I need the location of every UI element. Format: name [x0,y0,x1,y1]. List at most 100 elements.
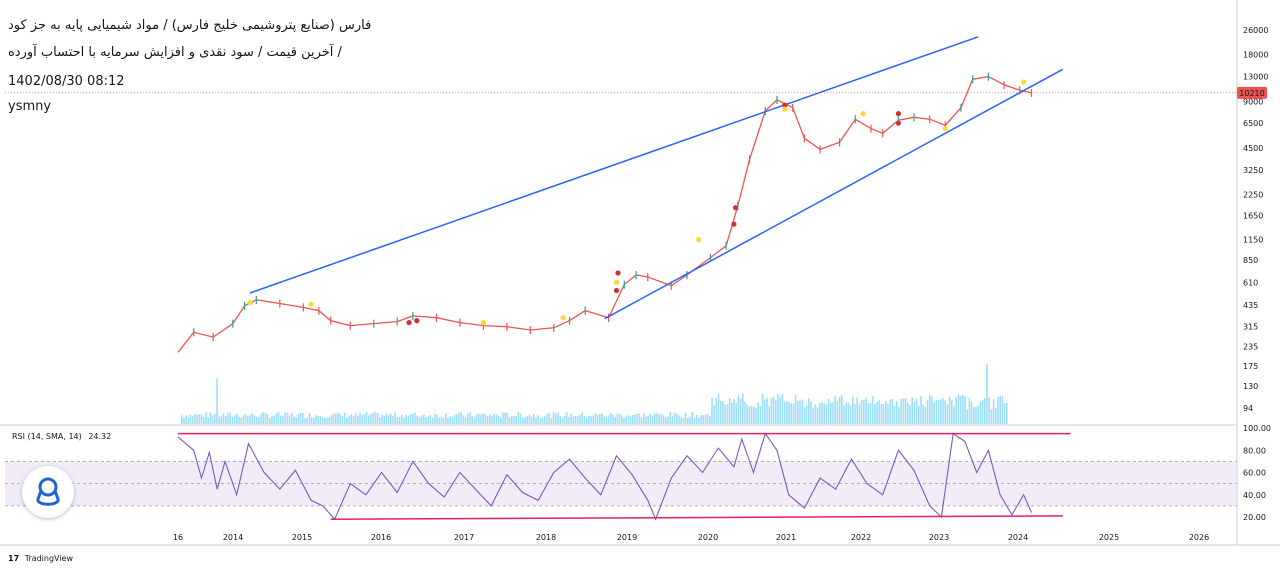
dividend-marker-red[interactable] [731,221,737,227]
volume-bar [913,401,916,424]
volume-bar [629,416,632,424]
volume-bar [414,412,416,424]
volume-bar [924,406,927,424]
volume-bar [185,415,187,424]
dividend-marker-yellow[interactable] [942,126,948,132]
volume-bar [493,413,495,424]
volume-bar [656,413,658,424]
volume-bar [834,395,836,424]
tradingview-brand[interactable]: 17 TradingView [8,554,73,563]
dividend-marker-yellow[interactable] [860,111,866,117]
volume-bar [647,415,649,424]
volume-bar [467,413,469,424]
dividend-marker-red[interactable] [414,318,420,324]
rsi-series-line[interactable] [177,432,1033,521]
volume-bar [750,405,753,424]
volume-bar [733,399,735,424]
rsi-axis-tick: 80.00 [1243,446,1266,455]
dividend-marker-red[interactable] [613,287,620,294]
volume-bar [645,416,647,424]
volume-bar [605,416,608,424]
brand-logo-badge[interactable] [22,466,74,518]
rsi-bound-lower[interactable] [330,515,1063,520]
dividend-marker-red[interactable] [732,205,739,211]
volume-bar [942,398,944,424]
volume-bar [343,412,346,424]
volume-bar [858,404,861,424]
volume-bar [550,418,553,424]
dividend-marker-yellow[interactable] [1021,79,1027,85]
time-axis-tick: 2019 [617,533,637,542]
volume-bar [436,414,438,424]
volume-bar [216,378,218,424]
volume-bar [671,416,674,424]
volume-bar [907,403,909,424]
volume-bar [264,412,267,424]
volume-bar [651,415,654,424]
volume-bar [698,417,700,424]
time-axis-tick: 2017 [454,533,474,542]
volume-bar [880,403,883,424]
volume-bar [363,413,366,424]
dividend-marker-red[interactable] [615,270,621,276]
volume-bar [988,397,990,424]
volume-bar [948,396,951,424]
dividend-marker-yellow[interactable] [560,315,566,321]
volume-bar [396,417,399,424]
trendline-upper[interactable] [249,36,979,294]
volume-bar [768,406,770,424]
volume-bar [383,415,385,424]
volume-bar [955,397,957,424]
volume-bar [878,400,880,424]
volume-bar [445,413,447,424]
volume-bar [739,398,742,424]
volume-bar [251,413,253,424]
volume-bar [513,416,515,424]
volume-bar [761,393,764,424]
price-axis-tick: 6500 [1243,119,1263,128]
volume-bar [649,413,652,424]
volume-bar [770,398,773,424]
dividend-marker-red[interactable] [782,102,788,108]
volume-bar [959,395,962,424]
chart-title-adjustment: آخرین قیمت / سود نقدی و افزایش سرمایه با… [8,45,342,60]
volume-bar [722,401,724,424]
volume-bar [592,415,594,424]
dividend-marker-red[interactable] [895,111,902,117]
dividend-marker-yellow[interactable] [782,106,788,112]
volume-bar [577,416,579,424]
volume-bar [352,415,355,424]
time-axis-tick: 2020 [698,533,718,542]
volume-bar [561,417,564,424]
dividend-marker-yellow[interactable] [247,300,253,306]
volume-bar [786,400,788,424]
trendline-lower[interactable] [604,68,1064,320]
dividend-marker-red[interactable] [406,320,412,326]
rsi-axis-tick: 20.00 [1243,513,1266,522]
volume-bar [282,415,284,424]
dividend-marker-yellow[interactable] [696,237,702,243]
volume-bar [482,413,484,424]
volume-bar [618,413,621,424]
volume-bar [227,412,229,424]
volume-bar [207,417,209,424]
dividend-marker-yellow[interactable] [480,320,486,326]
dividend-marker-yellow[interactable] [613,279,620,285]
volume-bar [757,402,759,424]
volume-bar [572,416,575,424]
dividend-marker-yellow[interactable] [308,301,314,307]
volume-bar [220,416,223,424]
price-series-line[interactable] [177,75,1032,353]
volume-bar [977,405,979,424]
volume-bar [313,417,315,424]
volume-bar [332,413,335,424]
volume-bar [508,417,511,424]
volume-bar [324,418,326,424]
volume-bar [931,396,933,424]
dividend-marker-red[interactable] [895,120,902,126]
volume-bar [731,402,733,424]
volume-bar [247,416,249,424]
time-axis-tick: 2016 [371,533,391,542]
rsi-legend[interactable]: RSI (14, SMA, 14) 24.32 [12,432,111,441]
volume-bar [277,412,280,424]
